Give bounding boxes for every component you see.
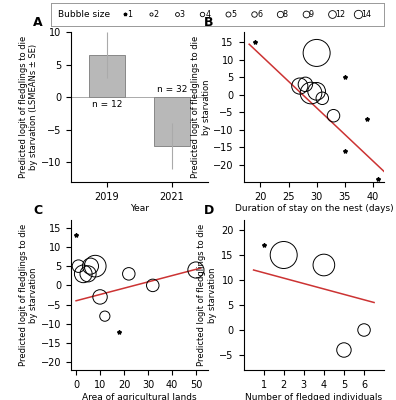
Text: 8: 8: [283, 10, 288, 19]
Point: [302, 81, 308, 88]
Point: [361, 327, 367, 333]
Point: [297, 83, 303, 89]
Point: [126, 271, 132, 277]
Text: C: C: [33, 204, 42, 217]
Text: 9: 9: [309, 10, 314, 19]
Text: 4: 4: [205, 10, 210, 19]
Point: [92, 263, 99, 269]
Point: [321, 262, 327, 268]
X-axis label: Year: Year: [130, 204, 149, 214]
Point: [87, 263, 93, 269]
Point: [75, 263, 82, 269]
Text: 14: 14: [361, 10, 371, 19]
Point: [193, 267, 199, 273]
Text: D: D: [204, 204, 214, 217]
Text: n = 12: n = 12: [92, 100, 122, 110]
Point: [330, 112, 337, 119]
Text: n = 32: n = 32: [157, 85, 187, 94]
Text: A: A: [33, 16, 43, 29]
Text: 2: 2: [153, 10, 158, 19]
Text: 6: 6: [257, 10, 262, 19]
X-axis label: Area of agricultural lands
(500m radius; ha): Area of agricultural lands (500m radius;…: [82, 392, 197, 400]
Y-axis label: Predicted logit of fledglings to die
by starvation: Predicted logit of fledglings to die by …: [19, 224, 38, 366]
Point: [341, 347, 347, 353]
Text: Bubble size: Bubble size: [58, 10, 110, 19]
Y-axis label: Predicted logit of fledglings to die
by starvation (LSMEANs ± SE): Predicted logit of fledglings to die by …: [19, 36, 38, 178]
Text: 3: 3: [179, 10, 184, 19]
Bar: [154, 97, 190, 146]
X-axis label: Number of fledged individuals: Number of fledged individuals: [245, 392, 383, 400]
Text: 5: 5: [231, 10, 236, 19]
Point: [319, 95, 326, 102]
X-axis label: Duration of stay on the nest (days): Duration of stay on the nest (days): [234, 204, 393, 214]
Point: [85, 271, 91, 277]
Point: [314, 50, 320, 56]
Point: [150, 282, 156, 288]
Y-axis label: Predicted logit of fledglings to die
by starvation: Predicted logit of fledglings to die by …: [191, 36, 211, 178]
Y-axis label: Predicted logit of fledglings to die
by starvation: Predicted logit of fledglings to die by …: [197, 224, 217, 366]
Point: [80, 271, 86, 277]
Point: [102, 313, 108, 319]
Bar: [89, 55, 125, 97]
Point: [314, 88, 320, 94]
Text: 1: 1: [128, 10, 132, 19]
Point: [280, 252, 287, 258]
Point: [308, 90, 314, 96]
Point: [97, 294, 103, 300]
Text: B: B: [204, 16, 214, 29]
Text: 12: 12: [335, 10, 345, 19]
